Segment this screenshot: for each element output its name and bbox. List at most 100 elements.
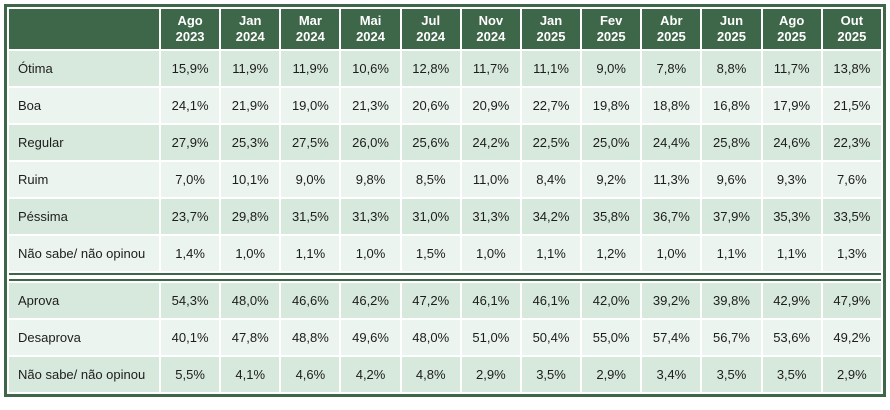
value-cell-ruim-jul-2024: 8,5% (401, 162, 460, 197)
value-cell-otima-nov-2024: 11,7% (461, 51, 520, 86)
value-cell-boa-fev-2025: 19,8% (582, 88, 641, 123)
column-year: 2024 (235, 29, 265, 44)
value-cell-aprova-ago-2023: 54,3% (161, 283, 220, 318)
table-body: Ótima 15,9% 11,9% 11,9% 10,6% 12,8% 11,7% 11,1%… (9, 51, 881, 392)
value-cell-regular-ago-2025: 24,6% (762, 125, 821, 160)
value-cell-regular-jan-2024: 25,3% (221, 125, 280, 160)
corner-cell (9, 9, 159, 49)
column-year: 2025 (596, 29, 626, 44)
value-cell-nao-sabe-nao-opinou-mai-2024: 4,2% (341, 357, 400, 392)
value-cell-otima-jan-2024: 11,9% (221, 51, 280, 86)
column-header-jan-2025: Jan 2025 (521, 9, 581, 49)
value-cell-aprova-jan-2025: 46,1% (521, 283, 581, 318)
table-row-avaliacao-nao-sabe-nao-opinou: Não sabe/ não opinou 1,4% 1,0% 1,1% 1,0% 1,5%… (9, 236, 881, 271)
value-cell-regular-mai-2024: 26,0% (341, 125, 400, 160)
value-cell-nao-sabe-nao-opinou-jun-2025: 1,1% (702, 236, 761, 271)
table-row-avaliacao-boa: Boa 24,1% 21,9% 19,0% 21,3% 20,6% 20,9% 22,7% 19… (9, 88, 881, 123)
value-cell-otima-jun-2025: 8,8% (702, 51, 761, 86)
value-cell-nao-sabe-nao-opinou-jul-2024: 4,8% (401, 357, 460, 392)
row-label: Não sabe/ não opinou (9, 357, 159, 392)
poll-results-table: Ago 2023 Jan 2024 Mar 2024 Mai 2024 Jul 2024 Nov 20… (7, 7, 883, 394)
column-header-nov-2024: Nov 2024 (461, 9, 520, 49)
value-cell-nao-sabe-nao-opinou-ago-2023: 1,4% (161, 236, 220, 271)
value-cell-ruim-abr-2025: 11,3% (642, 162, 701, 197)
table-row-aprovacao-desaprova: Desaprova 40,1% 47,8% 48,8% 49,6% 48,0% 51,0% 5… (9, 320, 881, 355)
value-cell-aprova-jan-2024: 48,0% (221, 283, 280, 318)
row-label: Desaprova (9, 320, 159, 355)
value-cell-nao-sabe-nao-opinou-jan-2025: 1,1% (521, 236, 581, 271)
row-label: Ruim (9, 162, 159, 197)
value-cell-ruim-mai-2024: 9,8% (341, 162, 400, 197)
table-row-avaliacao-otima: Ótima 15,9% 11,9% 11,9% 10,6% 12,8% 11,7% 11,1%… (9, 51, 881, 86)
column-month: Mai (359, 12, 382, 28)
column-month: Nov (478, 12, 504, 28)
value-cell-aprova-mai-2024: 46,2% (341, 283, 400, 318)
value-cell-nao-sabe-nao-opinou-jul-2024: 1,5% (401, 236, 460, 271)
row-label: Aprova (9, 283, 159, 318)
value-cell-pessima-fev-2025: 35,8% (582, 199, 641, 234)
value-cell-boa-ago-2023: 24,1% (161, 88, 220, 123)
column-year: 2024 (476, 29, 506, 44)
column-header-abr-2025: Abr 2025 (642, 9, 701, 49)
value-cell-boa-jul-2024: 20,6% (401, 88, 460, 123)
column-year: 2024 (295, 29, 325, 44)
value-cell-nao-sabe-nao-opinou-fev-2025: 1,2% (582, 236, 641, 271)
value-cell-aprova-jul-2024: 47,2% (401, 283, 460, 318)
value-cell-otima-jul-2024: 12,8% (401, 51, 460, 86)
section-separator-row (9, 273, 881, 281)
value-cell-ruim-nov-2024: 11,0% (461, 162, 520, 197)
value-cell-boa-jun-2025: 16,8% (702, 88, 761, 123)
value-cell-nao-sabe-nao-opinou-nov-2024: 1,0% (461, 236, 520, 271)
value-cell-boa-ago-2025: 17,9% (762, 88, 821, 123)
column-month: Jun (719, 12, 744, 28)
value-cell-otima-abr-2025: 7,8% (642, 51, 701, 86)
column-header-ago-2025: Ago 2025 (762, 9, 821, 49)
column-month: Out (840, 12, 864, 28)
column-month: Jan (539, 12, 563, 28)
column-year: 2024 (416, 29, 446, 44)
value-cell-aprova-out-2025: 47,9% (822, 283, 881, 318)
separator-band (9, 273, 881, 281)
table-row-aprovacao-aprova: Aprova 54,3% 48,0% 46,6% 46,2% 47,2% 46,1% 46,1… (9, 283, 881, 318)
value-cell-aprova-abr-2025: 39,2% (642, 283, 701, 318)
value-cell-boa-mar-2024: 19,0% (281, 88, 340, 123)
header-row: Ago 2023 Jan 2024 Mar 2024 Mai 2024 Jul 2024 Nov 20… (9, 9, 881, 49)
value-cell-desaprova-jul-2024: 48,0% (401, 320, 460, 355)
value-cell-desaprova-mai-2024: 49,6% (341, 320, 400, 355)
value-cell-nao-sabe-nao-opinou-mai-2024: 1,0% (341, 236, 400, 271)
column-year: 2025 (536, 29, 566, 44)
value-cell-nao-sabe-nao-opinou-out-2025: 1,3% (822, 236, 881, 271)
value-cell-aprova-mar-2024: 46,6% (281, 283, 340, 318)
value-cell-nao-sabe-nao-opinou-mar-2024: 4,6% (281, 357, 340, 392)
value-cell-ruim-jun-2025: 9,6% (702, 162, 761, 197)
value-cell-otima-mar-2024: 11,9% (281, 51, 340, 86)
value-cell-nao-sabe-nao-opinou-mar-2024: 1,1% (281, 236, 340, 271)
value-cell-aprova-nov-2024: 46,1% (461, 283, 520, 318)
value-cell-aprova-ago-2025: 42,9% (762, 283, 821, 318)
value-cell-boa-nov-2024: 20,9% (461, 88, 520, 123)
value-cell-boa-jan-2025: 22,7% (521, 88, 581, 123)
value-cell-desaprova-ago-2025: 53,6% (762, 320, 821, 355)
value-cell-otima-mai-2024: 10,6% (341, 51, 400, 86)
table-row-avaliacao-ruim: Ruim 7,0% 10,1% 9,0% 9,8% 8,5% 11,0% 8,4% 9,2% 11… (9, 162, 881, 197)
value-cell-regular-jan-2025: 22,5% (521, 125, 581, 160)
value-cell-pessima-jun-2025: 37,9% (702, 199, 761, 234)
value-cell-pessima-abr-2025: 36,7% (642, 199, 701, 234)
value-cell-boa-abr-2025: 18,8% (642, 88, 701, 123)
column-month: Abr (660, 12, 683, 28)
column-header-out-2025: Out 2025 (822, 9, 881, 49)
column-year: 2025 (837, 29, 867, 44)
value-cell-desaprova-abr-2025: 57,4% (642, 320, 701, 355)
value-cell-nao-sabe-nao-opinou-ago-2025: 1,1% (762, 236, 821, 271)
value-cell-pessima-jul-2024: 31,0% (401, 199, 460, 234)
table-row-avaliacao-pessima: Péssima 23,7% 29,8% 31,5% 31,3% 31,0% 31,3% 34,… (9, 199, 881, 234)
value-cell-otima-jan-2025: 11,1% (521, 51, 581, 86)
value-cell-ruim-jan-2025: 8,4% (521, 162, 581, 197)
value-cell-pessima-mai-2024: 31,3% (341, 199, 400, 234)
value-cell-pessima-mar-2024: 31,5% (281, 199, 340, 234)
value-cell-nao-sabe-nao-opinou-jun-2025: 3,5% (702, 357, 761, 392)
column-header-mar-2024: Mar 2024 (281, 9, 340, 49)
column-header-jul-2024: Jul 2024 (401, 9, 460, 49)
value-cell-regular-mar-2024: 27,5% (281, 125, 340, 160)
poll-results-table-frame: Ago 2023 Jan 2024 Mar 2024 Mai 2024 Jul 2024 Nov 20… (4, 4, 886, 397)
